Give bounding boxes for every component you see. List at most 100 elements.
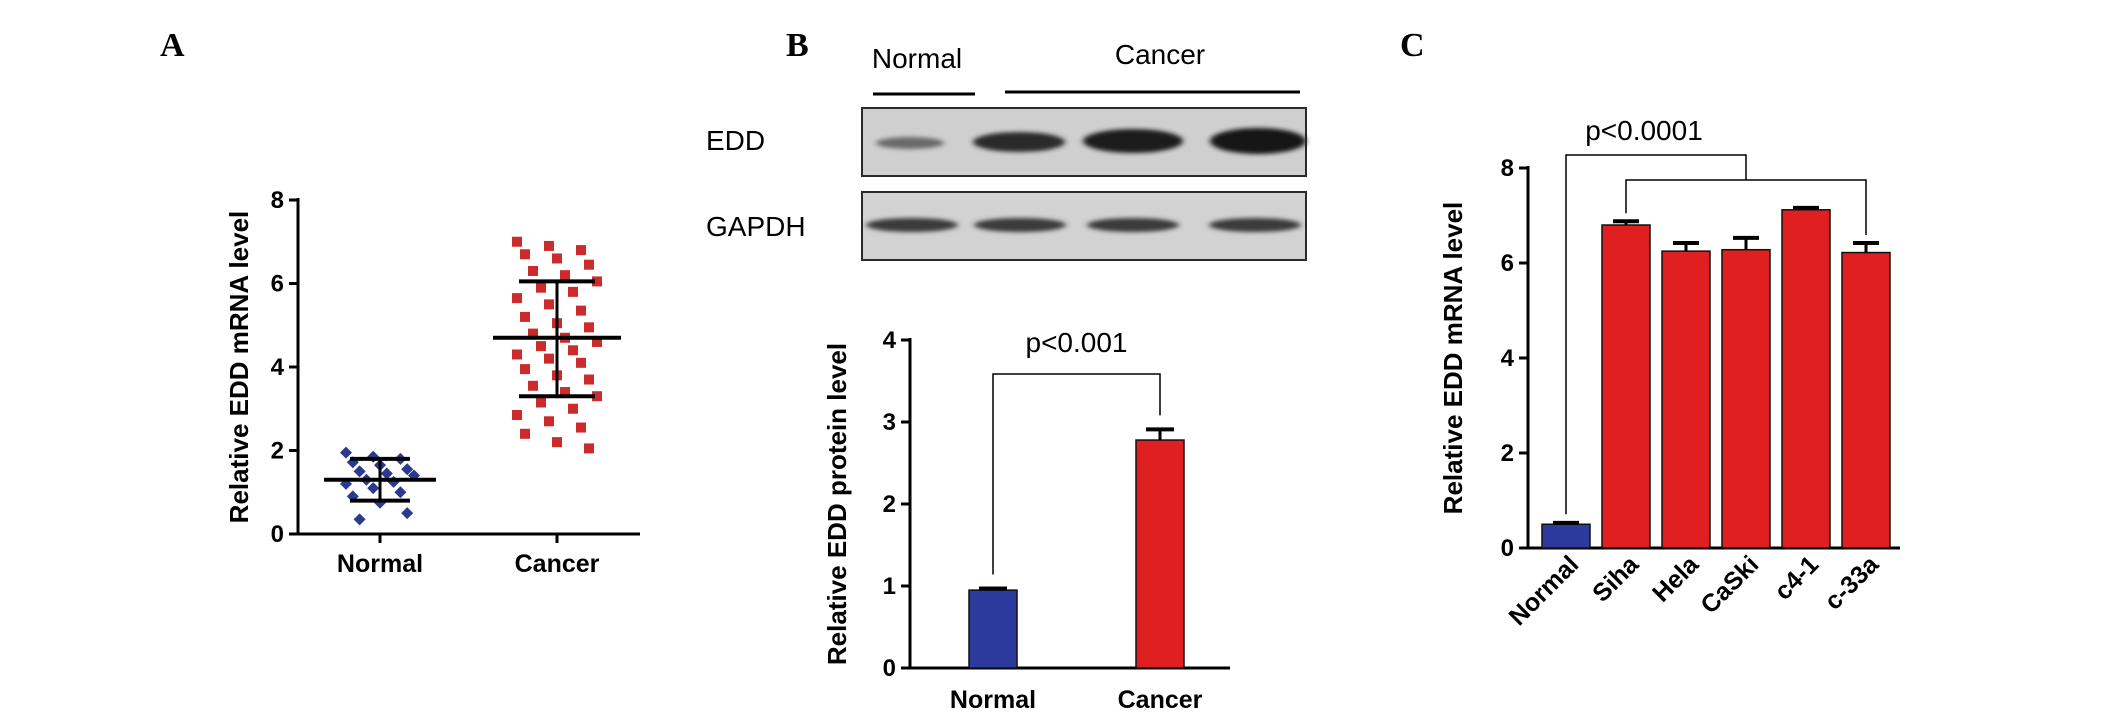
blot-band-gapdh-1	[866, 218, 958, 232]
chart-c-y-axis-label: Relative EDD mRNA level	[1438, 202, 1468, 515]
chart-c-bar	[1601, 224, 1651, 549]
chart-a-y-axis-label: Relative EDD mRNA level	[224, 211, 254, 524]
chart-c-y-tick-label: 0	[1501, 535, 1514, 562]
chart-a-point-cancer	[528, 265, 538, 276]
panel-label-a: A	[160, 27, 185, 64]
chart-c-category-label: Normal	[1504, 550, 1585, 631]
blot-band-edd-2	[973, 132, 1065, 152]
chart-a-category-label: Normal	[337, 550, 423, 578]
blot-row-label-gapdh: GAPDH	[706, 211, 806, 242]
blot-group-label-normal: Normal	[872, 43, 962, 74]
blot-band-edd-4	[1210, 128, 1306, 154]
chart-c-y-tick-label: 6	[1501, 250, 1514, 277]
chart-b-category-label: Normal	[950, 686, 1036, 714]
blot-band-edd-1	[876, 137, 944, 149]
chart-a-y-tick-label: 2	[271, 438, 284, 465]
blot-band-gapdh-2	[974, 218, 1066, 232]
blot-row-label-edd: EDD	[706, 125, 765, 156]
panel-label-c: C	[1400, 27, 1425, 64]
chart-a-point-cancer	[544, 353, 554, 364]
chart-a-point-cancer	[528, 328, 538, 339]
chart-b-y-tick-label: 1	[883, 573, 896, 600]
chart-a-point-cancer	[584, 374, 594, 385]
chart-a-point-cancer	[576, 422, 586, 433]
chart-a-point-cancer	[512, 293, 522, 304]
chart-a-scatter: 0 2 4 6 8 Relative EDD mRNA level Normal Cancer	[224, 187, 640, 578]
chart-b-y-axis-label: Relative EDD protein level	[822, 343, 852, 665]
chart-a-point-cancer	[536, 341, 546, 352]
chart-c-significance-bracket-inner	[1625, 179, 1867, 236]
chart-c-y-tick-label: 8	[1501, 155, 1514, 182]
chart-c-category-label: Siha	[1587, 550, 1645, 608]
chart-a-y-tick-label: 4	[271, 354, 285, 381]
chart-a-point-cancer	[584, 322, 594, 333]
western-blot: Normal Cancer EDD GAPDH	[706, 39, 1307, 261]
chart-a-point-cancer	[520, 428, 530, 439]
blot-group-label-cancer: Cancer	[1115, 39, 1205, 70]
chart-a-point-cancer	[520, 364, 530, 375]
chart-a-point-cancer	[584, 259, 594, 270]
chart-b-y-tick-label: 4	[883, 327, 897, 354]
chart-c-category-label: c4-1	[1769, 550, 1824, 605]
chart-a-point-cancer	[544, 240, 554, 251]
blot-band-gapdh-4	[1209, 218, 1301, 232]
chart-b-bar: 0 1 2 3 4 Relative EDD protein level Normal Can…	[822, 327, 1230, 714]
chart-c-category-label: CaSki	[1695, 550, 1764, 619]
chart-a-y-tick-label: 6	[271, 271, 284, 298]
chart-c-bar	[1721, 248, 1771, 549]
chart-a-point-cancer	[512, 236, 522, 247]
chart-a-point-cancer	[512, 410, 522, 421]
chart-a-y-tick-label: 8	[271, 187, 284, 214]
chart-b-y-tick-label: 3	[883, 409, 896, 436]
chart-c-significance-label: p<0.0001	[1585, 115, 1703, 146]
chart-c-category-label: c-33a	[1819, 550, 1885, 616]
chart-c-bar	[1661, 250, 1711, 549]
chart-a-point-normal	[380, 467, 393, 480]
chart-a-point-cancer	[512, 349, 522, 360]
blot-band-edd-3	[1083, 129, 1183, 153]
chart-b-bar	[1135, 439, 1185, 669]
chart-a-point-normal	[367, 450, 380, 463]
chart-a-point-cancer	[552, 437, 562, 448]
chart-a-point-normal	[367, 482, 380, 495]
blot-band-gapdh-3	[1087, 218, 1179, 232]
chart-a-point-cancer	[544, 416, 554, 427]
chart-a-point-cancer	[520, 311, 530, 322]
chart-a-point-normal	[401, 463, 414, 476]
chart-a-point-cancer	[592, 336, 602, 347]
chart-a-point-cancer	[592, 276, 602, 287]
chart-a-point-cancer	[552, 253, 562, 264]
chart-a-point-cancer	[536, 397, 546, 408]
chart-c-bar	[1841, 251, 1891, 549]
chart-a-point-cancer	[520, 249, 530, 260]
chart-b-y-tick-label: 0	[883, 655, 896, 682]
chart-c-y-tick-label: 2	[1501, 440, 1514, 467]
chart-a-point-cancer	[576, 357, 586, 368]
chart-b-significance-bracket	[992, 373, 1161, 575]
chart-a-point-cancer	[568, 403, 578, 414]
chart-a-point-cancer	[560, 387, 570, 398]
chart-a-point-normal	[353, 513, 366, 526]
chart-a-point-cancer	[576, 305, 586, 316]
chart-a-point-cancer	[584, 443, 594, 454]
panel-label-b: B	[786, 27, 809, 64]
chart-a-point-cancer	[528, 380, 538, 391]
chart-a-point-cancer	[592, 391, 602, 402]
chart-b-y-tick-label: 2	[883, 491, 896, 518]
chart-c-y-tick-label: 4	[1501, 345, 1515, 372]
chart-a-point-cancer	[568, 345, 578, 356]
chart-a-point-normal	[353, 465, 366, 478]
chart-a-point-normal	[394, 486, 407, 499]
chart-a-point-cancer	[576, 245, 586, 256]
chart-c-bar	[1541, 523, 1591, 549]
chart-c-bar	[1781, 209, 1831, 549]
chart-a-point-normal	[401, 507, 414, 520]
chart-a-point-cancer	[560, 270, 570, 281]
chart-a-point-cancer	[568, 286, 578, 297]
chart-c-significance-bracket-outer	[1565, 154, 1747, 515]
chart-a-point-normal	[340, 446, 352, 459]
chart-a-category-label: Cancer	[515, 550, 600, 578]
chart-b-bar	[968, 589, 1018, 669]
